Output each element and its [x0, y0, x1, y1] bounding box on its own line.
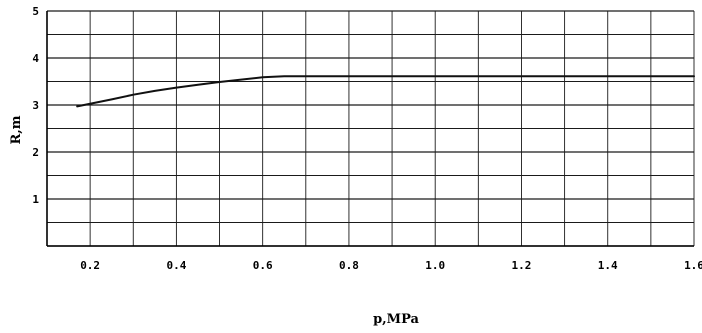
- x-tick-label: 1.2: [512, 259, 532, 272]
- grid: [46, 10, 695, 247]
- y-tick-label: 1: [32, 193, 39, 206]
- x-tick-label: 0.8: [339, 259, 359, 272]
- series-line: [76, 75, 695, 108]
- y-tick-label: 3: [32, 99, 39, 112]
- x-tick-label: 1.4: [598, 259, 618, 272]
- y-tick-label: 5: [32, 5, 39, 18]
- x-tick-label: 0.6: [253, 259, 273, 272]
- y-tick-labels: 1 2 3 4 5: [32, 5, 39, 206]
- x-tick-label: 1.0: [425, 259, 445, 272]
- x-tick-labels: 0.2 0.4 0.6 0.8 1.0 1.2 1.4 1.6: [80, 259, 702, 272]
- series-layer: [76, 75, 695, 108]
- y-axis-label: R,m: [9, 115, 24, 144]
- x-tick-label: 0.2: [80, 259, 100, 272]
- x-axis-label: p,MPa: [373, 312, 419, 327]
- x-tick-label: 0.4: [166, 259, 186, 272]
- axes: [46, 11, 694, 247]
- x-tick-label: 1.6: [684, 259, 702, 272]
- y-tick-label: 4: [32, 52, 39, 65]
- y-tick-label: 2: [32, 146, 39, 159]
